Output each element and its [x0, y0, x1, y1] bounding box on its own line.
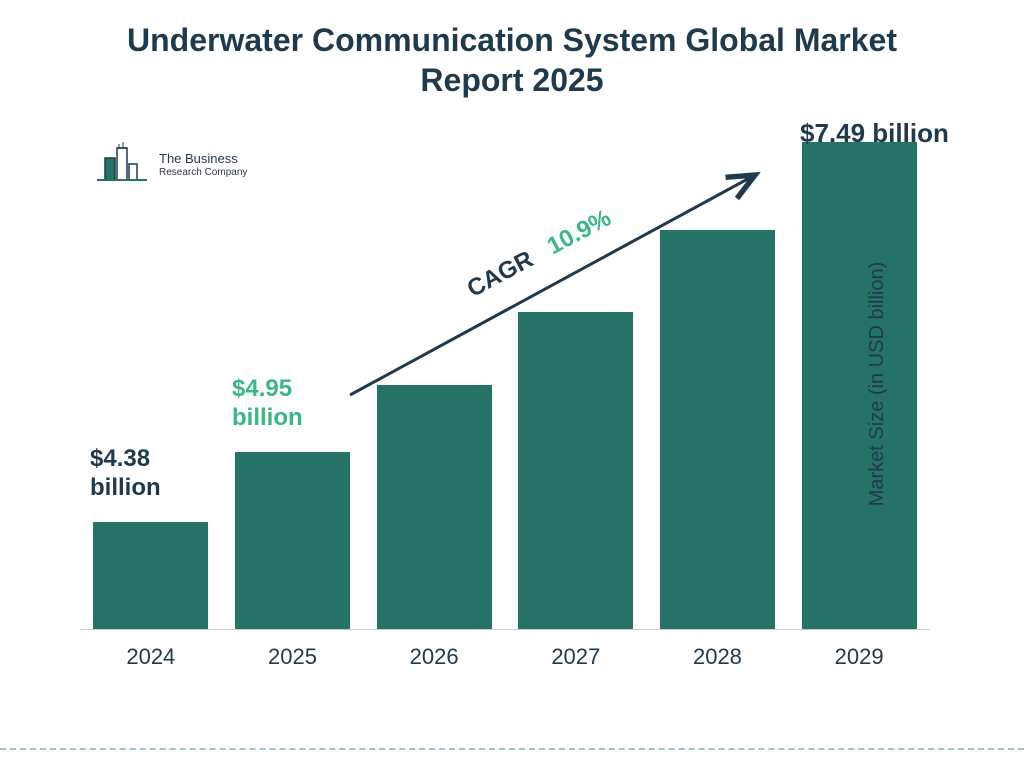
value-label: $7.49 billion	[800, 118, 949, 149]
chart-title: Underwater Communication System Global M…	[0, 20, 1024, 100]
bar-group	[652, 230, 782, 629]
bars-container	[80, 130, 930, 630]
bar	[518, 312, 633, 629]
y-axis-label: Market Size (in USD billion)	[866, 262, 889, 507]
bar	[235, 452, 350, 629]
bar	[802, 142, 917, 629]
bar-group	[511, 312, 641, 629]
x-axis-label: 2024	[86, 644, 216, 670]
value-label: $4.38billion	[90, 445, 161, 503]
bar-group	[794, 142, 924, 629]
bottom-dashed-line	[0, 748, 1024, 750]
value-label: $4.95billion	[232, 375, 303, 433]
bar-group	[227, 452, 357, 629]
chart-area: 2024 2025 2026 2027 2028 2029	[80, 130, 930, 670]
x-axis-label: 2029	[794, 644, 924, 670]
bar	[93, 522, 208, 629]
x-axis-labels: 2024 2025 2026 2027 2028 2029	[80, 644, 930, 670]
bar	[660, 230, 775, 629]
x-axis-label: 2026	[369, 644, 499, 670]
x-axis-label: 2025	[227, 644, 357, 670]
bar-group	[86, 522, 216, 629]
x-axis-label: 2028	[652, 644, 782, 670]
bar	[377, 385, 492, 629]
x-axis-label: 2027	[511, 644, 641, 670]
bar-group	[369, 385, 499, 629]
